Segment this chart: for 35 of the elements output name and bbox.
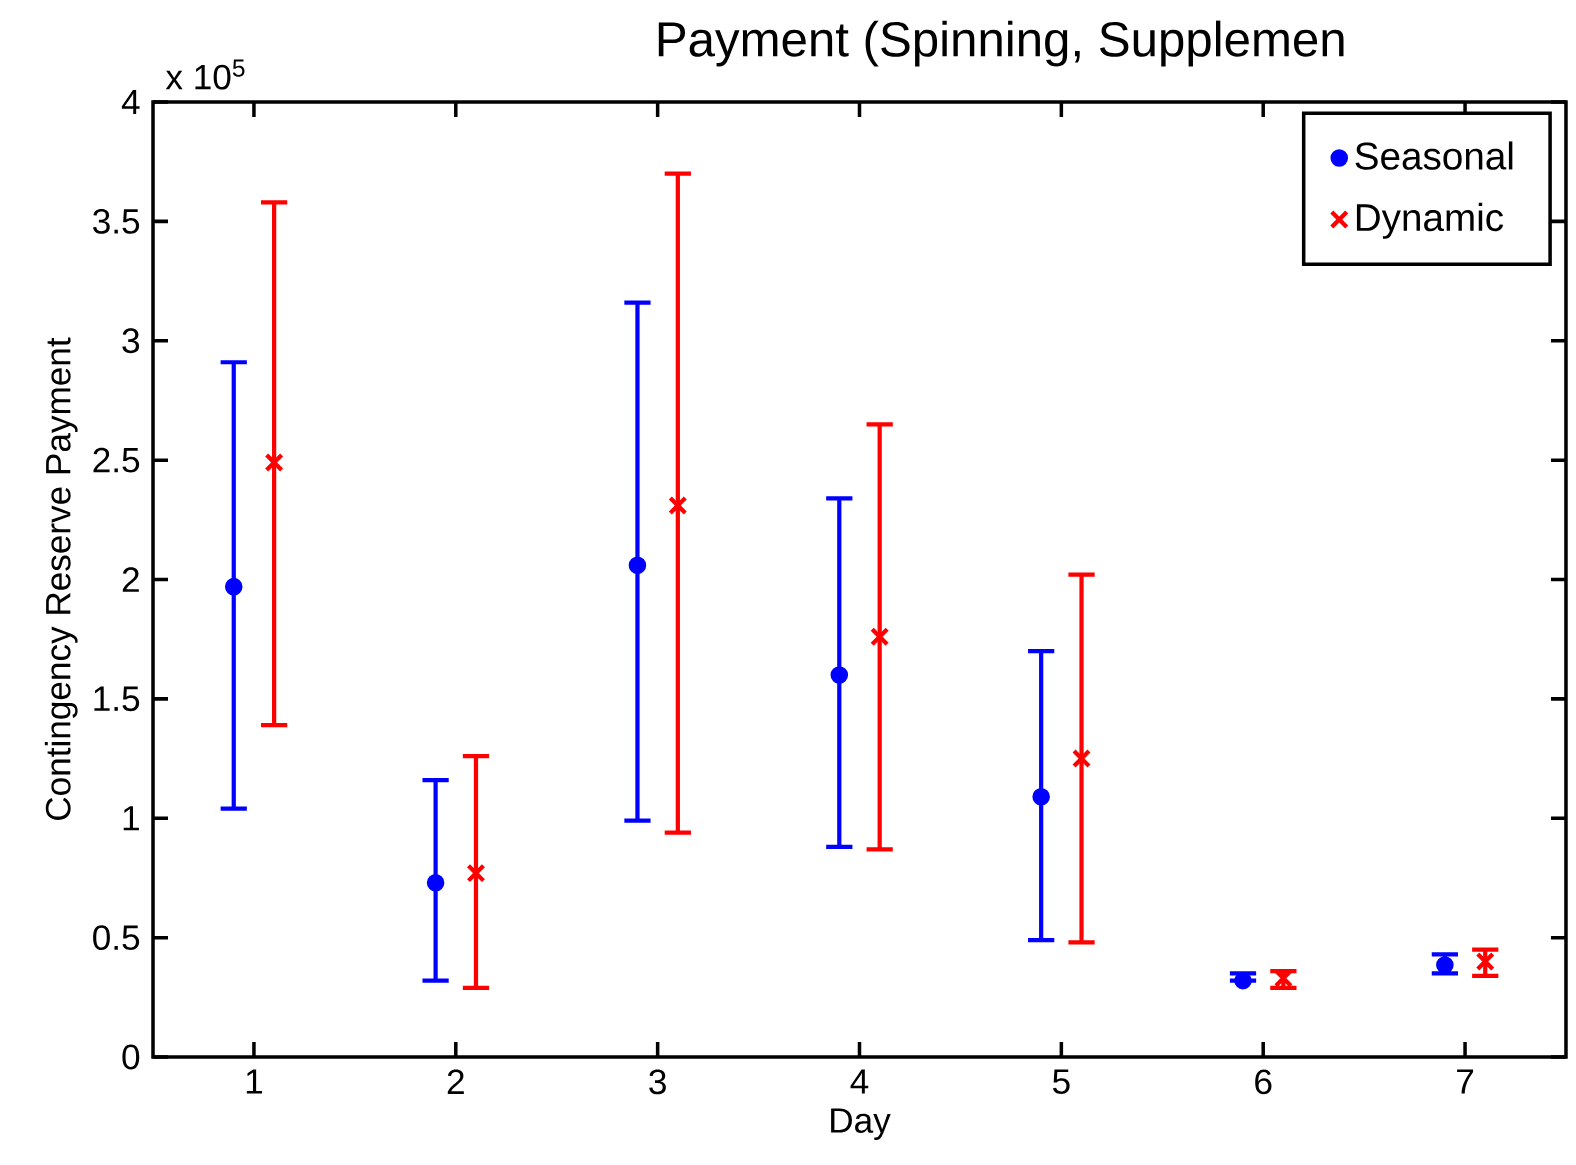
- y-axis-title: Contingency Reserve Payment: [44, 337, 78, 820]
- point: [1475, 951, 1495, 972]
- legend-label: Seasonal: [1355, 141, 1513, 170]
- point: [1234, 971, 1252, 990]
- point: [264, 452, 284, 473]
- point: [1032, 787, 1050, 806]
- x-tick-label: 4: [850, 1069, 869, 1094]
- point: [224, 577, 243, 596]
- y-tick-label: 2.5: [93, 447, 140, 473]
- x-tick-label: 3: [649, 1069, 666, 1095]
- y-tick-label: 0.5: [93, 925, 140, 951]
- x-tick-label: 2: [447, 1069, 464, 1094]
- point: [628, 556, 647, 574]
- point: [668, 495, 688, 516]
- x-tick-label: 5: [1053, 1069, 1070, 1094]
- x-axis-title: Day: [831, 1108, 891, 1140]
- point: [426, 873, 445, 892]
- y-tick-label: 1: [123, 806, 139, 831]
- y-tick-label: 0: [122, 1044, 140, 1070]
- text: x 10$^{5}$: [165, 59, 245, 90]
- x-tick-label: 1: [246, 1069, 263, 1094]
- y-tick-label: 2: [122, 567, 139, 592]
- legend-label: Dynamic: [1356, 202, 1504, 239]
- y-tick-label: 4: [121, 89, 140, 115]
- point: [466, 863, 486, 883]
- x-tick-label: 6: [1255, 1069, 1272, 1095]
- chart-title: Payment (Spinning, Supplemen: [658, 20, 1344, 67]
- y-tick-label: 3.5: [93, 208, 140, 234]
- point: [830, 666, 849, 684]
- point: [1071, 748, 1092, 769]
- point: [870, 627, 890, 647]
- y-tick-label: 3: [122, 328, 140, 354]
- point: [1436, 956, 1454, 974]
- x-tick-label: 7: [1457, 1069, 1474, 1094]
- y-tick-label: 1.5: [94, 686, 140, 712]
